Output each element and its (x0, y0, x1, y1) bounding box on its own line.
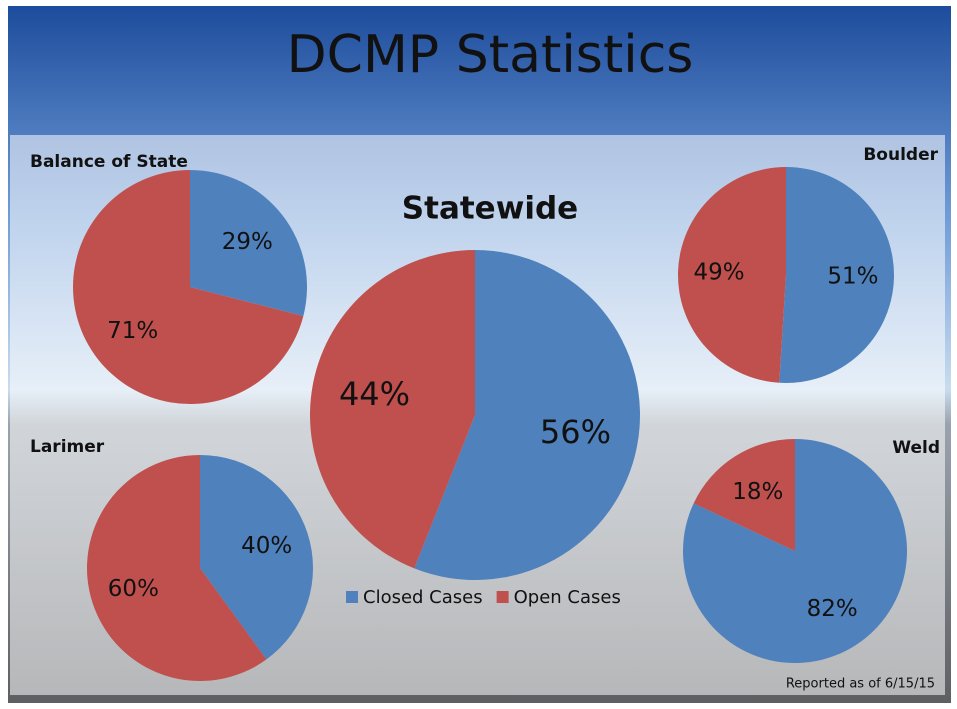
value-label: 18% (732, 479, 783, 505)
value-label: 60% (108, 576, 159, 602)
value-label: 82% (807, 596, 858, 622)
legend-label: Open Cases (514, 587, 621, 608)
pie-title: Boulder (863, 145, 938, 165)
legend-label: Closed Cases (363, 587, 483, 608)
page: DCMP Statistics Reported as of 6/15/15 B… (0, 0, 957, 709)
footnote: Reported as of 6/15/15 (786, 677, 935, 692)
pie-title: Larimer (30, 437, 105, 457)
value-label: 49% (694, 259, 745, 285)
value-label: 29% (222, 229, 273, 255)
legend-swatch (497, 591, 509, 603)
pie-title: Weld (892, 438, 940, 458)
value-label: 51% (827, 264, 878, 290)
legend-swatch (346, 591, 358, 603)
value-label: 71% (107, 318, 158, 344)
slide-title: DCMP Statistics (287, 25, 694, 85)
value-label: 44% (339, 375, 410, 413)
pie-title: Balance of State (30, 152, 188, 172)
slide: DCMP Statistics Reported as of 6/15/15 B… (0, 0, 957, 709)
pie-title: Statewide (402, 191, 578, 227)
value-label: 40% (241, 533, 292, 559)
value-label: 56% (540, 413, 611, 451)
